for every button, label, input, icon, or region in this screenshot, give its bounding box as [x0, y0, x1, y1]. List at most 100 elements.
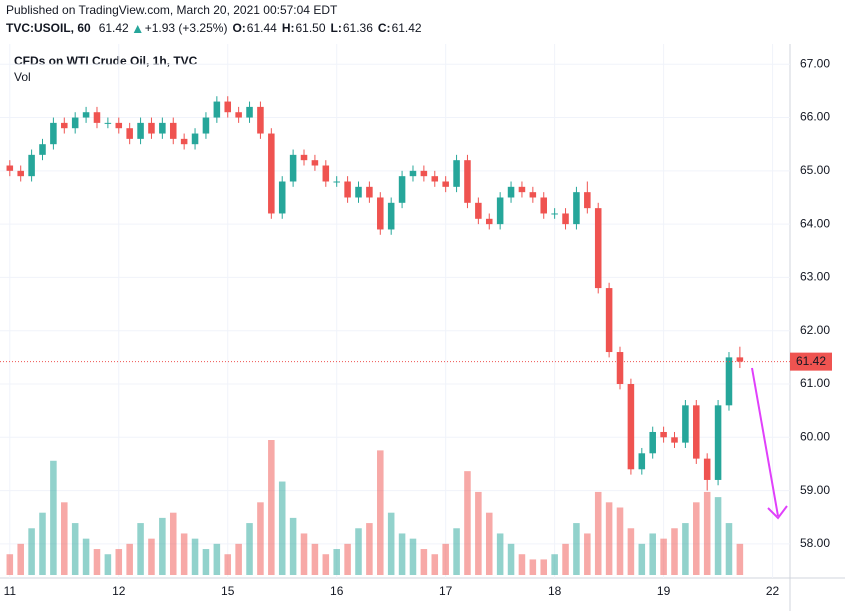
volume-bar: [387, 512, 395, 575]
volume-bar: [605, 502, 613, 575]
volume-bar: [627, 528, 635, 575]
candle-body: [507, 186, 515, 198]
volume-bar: [485, 512, 493, 575]
volume-bar: [409, 538, 417, 575]
volume-bar: [442, 543, 449, 575]
candle-body: [50, 122, 57, 145]
candle-body: [6, 165, 14, 171]
candle-body: [300, 154, 308, 161]
x-tick-label: 18: [548, 584, 562, 598]
volume-bar: [714, 497, 722, 575]
y-tick-label: 62.00: [800, 323, 830, 337]
candle-body: [409, 170, 417, 177]
volume-bar: [278, 481, 286, 575]
y-tick-label: 63.00: [800, 270, 830, 284]
candle-body: [431, 176, 439, 182]
candle-body: [660, 431, 667, 438]
candle-body: [246, 106, 253, 118]
volume-bar: [82, 538, 90, 575]
volume-bar: [180, 533, 188, 575]
volume-bar: [257, 502, 264, 575]
candle-body: [82, 112, 90, 118]
candle-body: [268, 133, 275, 214]
volume-bar: [398, 533, 406, 575]
candle-body: [682, 405, 689, 443]
volume-bar: [464, 471, 471, 575]
volume-bar: [649, 533, 656, 575]
candle-body: [453, 160, 460, 187]
ohlc-value: 61.42: [392, 21, 422, 35]
volume-bar: [268, 440, 275, 575]
volume-label: Vol: [14, 70, 31, 84]
candle-body: [322, 165, 330, 182]
candle-body: [398, 176, 406, 203]
y-tick-label: 67.00: [800, 56, 830, 70]
x-tick-label: 16: [330, 584, 344, 598]
candle-body: [485, 218, 493, 225]
volume-bar: [475, 491, 482, 575]
volume-bar: [311, 543, 319, 575]
volume-bar: [300, 533, 308, 575]
volume-bar: [169, 512, 177, 575]
volume-bar: [213, 543, 221, 575]
volume-bar: [235, 543, 242, 575]
volume-bar: [202, 549, 210, 575]
y-tick-label: 58.00: [800, 536, 830, 550]
candle-body: [235, 112, 242, 118]
y-tick-label: 66.00: [800, 110, 830, 124]
volume-bar: [725, 523, 733, 575]
volume-bar: [529, 559, 537, 575]
volume-bar: [682, 523, 689, 575]
last-price-badge: [790, 352, 832, 371]
volume-bar: [115, 549, 123, 575]
arrow: [751, 367, 788, 520]
y-tick-label: 60.00: [800, 429, 830, 443]
volume-bar: [584, 533, 591, 575]
candle-body: [703, 458, 711, 480]
y-tick-label: 65.00: [800, 163, 830, 177]
candle-body: [126, 128, 133, 139]
volume-bar: [638, 543, 646, 575]
up-icon: [133, 25, 142, 33]
volume-bar: [322, 554, 330, 575]
x-tick-label: 19: [657, 584, 671, 598]
plot: 58.00 59.00 60.00 61.00 62.00 63.00 64.00 65.00…: [0, 44, 832, 598]
candle-body: [115, 122, 123, 129]
candle-body: [311, 160, 319, 166]
candle-body: [638, 453, 646, 470]
volume-bar: [736, 543, 744, 575]
volume-bar: [28, 528, 35, 575]
ohlc-value: 61.50: [296, 21, 326, 35]
chart-title: CFDs on WTI Crude Oil, 1h, TVC: [14, 54, 198, 68]
volume-bar: [431, 554, 439, 575]
candle-body: [671, 437, 678, 443]
volume-bar: [191, 538, 199, 575]
candle-body: [148, 122, 155, 134]
candle-body: [529, 192, 537, 198]
ohlc-label: L:: [331, 21, 342, 35]
candle-body: [159, 122, 166, 134]
volume-bar: [39, 512, 46, 575]
volume-bar: [616, 507, 624, 575]
candle-body: [224, 101, 232, 113]
candle-body: [464, 160, 471, 203]
candle-body: [289, 154, 297, 182]
volume-bar: [377, 450, 384, 575]
volume-bar: [71, 523, 79, 575]
volume-bar: [366, 523, 373, 575]
y-tick-label: 64.00: [800, 216, 830, 230]
candle-body: [616, 352, 624, 385]
candle-body: [202, 117, 210, 134]
change: +1.93 (+3.25%): [145, 21, 228, 35]
volume-bar: [289, 517, 297, 575]
candle-body: [28, 154, 35, 177]
volume-bar: [137, 523, 144, 575]
last-price-label: 61.42: [796, 354, 826, 368]
volume-bar: [496, 533, 504, 575]
x-tick-label: 12: [112, 584, 126, 598]
candle-body: [562, 213, 569, 225]
y-tick-label: 59.00: [800, 483, 830, 497]
candle-body: [169, 122, 177, 139]
volume-bar: [551, 554, 558, 575]
candle-body: [377, 197, 384, 230]
